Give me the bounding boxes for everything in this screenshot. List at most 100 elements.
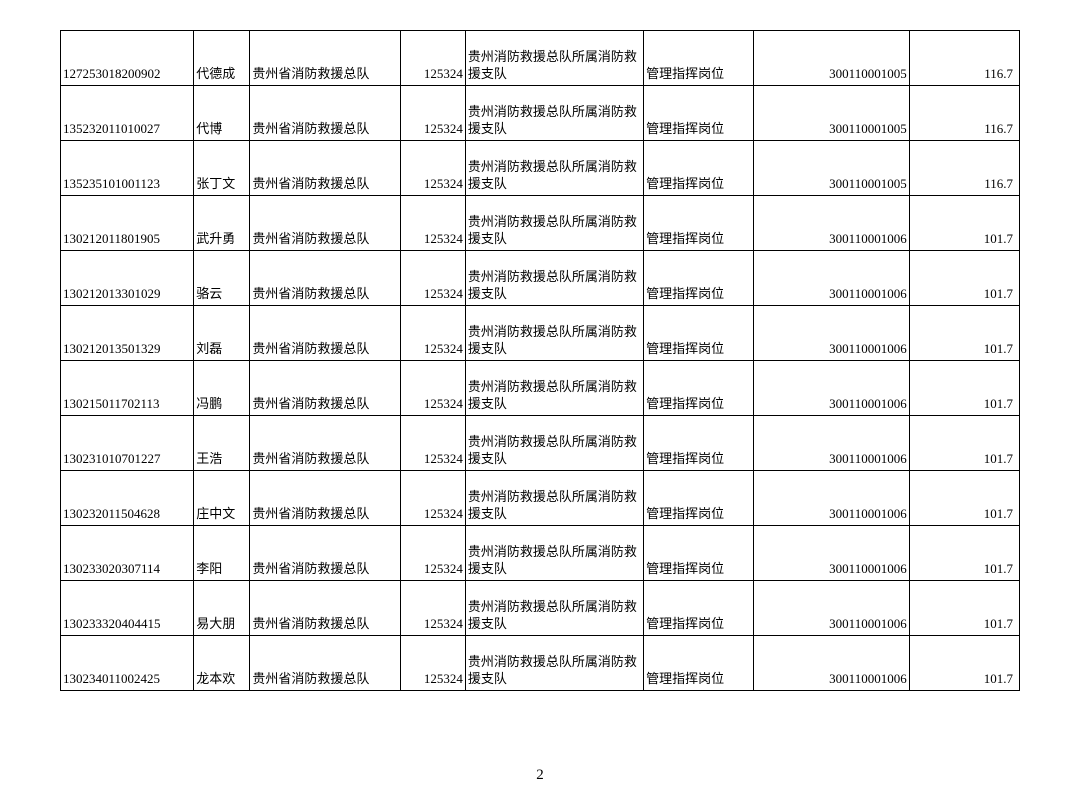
- cell-dept: 贵州省消防救援总队: [250, 581, 400, 636]
- cell-id: 130232011504628: [61, 471, 194, 526]
- cell-id: 130231010701227: [61, 416, 194, 471]
- cell-code: 125324: [400, 251, 465, 306]
- cell-score: 101.7: [909, 361, 1019, 416]
- cell-position: 管理指挥岗位: [644, 471, 754, 526]
- cell-code: 125324: [400, 196, 465, 251]
- cell-unit: 贵州消防救援总队所属消防救援支队: [465, 581, 643, 636]
- cell-name: 王浩: [194, 416, 250, 471]
- cell-id: 130233320404415: [61, 581, 194, 636]
- cell-unit: 贵州消防救援总队所属消防救援支队: [465, 526, 643, 581]
- cell-unit: 贵州消防救援总队所属消防救援支队: [465, 361, 643, 416]
- table-row: 135235101001123 张丁文 贵州省消防救援总队 125324 贵州消…: [61, 141, 1020, 196]
- cell-position: 管理指挥岗位: [644, 141, 754, 196]
- table-row: 127253018200902 代德成 贵州省消防救援总队 125324 贵州消…: [61, 31, 1020, 86]
- cell-position: 管理指挥岗位: [644, 306, 754, 361]
- cell-position: 管理指挥岗位: [644, 86, 754, 141]
- cell-id: 130234011002425: [61, 636, 194, 691]
- cell-id: 135235101001123: [61, 141, 194, 196]
- cell-score: 101.7: [909, 251, 1019, 306]
- cell-code: 125324: [400, 306, 465, 361]
- cell-unit: 贵州消防救援总队所属消防救援支队: [465, 31, 643, 86]
- cell-unit: 贵州消防救援总队所属消防救援支队: [465, 416, 643, 471]
- cell-dept: 贵州省消防救援总队: [250, 306, 400, 361]
- cell-code: 125324: [400, 636, 465, 691]
- cell-code: 125324: [400, 471, 465, 526]
- cell-score: 116.7: [909, 86, 1019, 141]
- cell-code: 125324: [400, 526, 465, 581]
- cell-score: 101.7: [909, 196, 1019, 251]
- cell-name: 骆云: [194, 251, 250, 306]
- cell-poscode: 300110001006: [754, 306, 909, 361]
- cell-id: 130233020307114: [61, 526, 194, 581]
- table-body: 127253018200902 代德成 贵州省消防救援总队 125324 贵州消…: [61, 31, 1020, 691]
- cell-code: 125324: [400, 416, 465, 471]
- cell-name: 刘磊: [194, 306, 250, 361]
- cell-id: 130215011702113: [61, 361, 194, 416]
- data-table: 127253018200902 代德成 贵州省消防救援总队 125324 贵州消…: [60, 30, 1020, 691]
- table-row: 130212013301029 骆云 贵州省消防救援总队 125324 贵州消防…: [61, 251, 1020, 306]
- cell-code: 125324: [400, 581, 465, 636]
- table-row: 135232011010027 代博 贵州省消防救援总队 125324 贵州消防…: [61, 86, 1020, 141]
- cell-unit: 贵州消防救援总队所属消防救援支队: [465, 636, 643, 691]
- table-row: 130233020307114 李阳 贵州省消防救援总队 125324 贵州消防…: [61, 526, 1020, 581]
- cell-name: 武升勇: [194, 196, 250, 251]
- cell-dept: 贵州省消防救援总队: [250, 86, 400, 141]
- cell-poscode: 300110001006: [754, 196, 909, 251]
- cell-dept: 贵州省消防救援总队: [250, 196, 400, 251]
- cell-poscode: 300110001006: [754, 581, 909, 636]
- table-row: 130212011801905 武升勇 贵州省消防救援总队 125324 贵州消…: [61, 196, 1020, 251]
- cell-position: 管理指挥岗位: [644, 251, 754, 306]
- cell-name: 易大朋: [194, 581, 250, 636]
- cell-position: 管理指挥岗位: [644, 526, 754, 581]
- cell-id: 130212013301029: [61, 251, 194, 306]
- cell-score: 101.7: [909, 306, 1019, 361]
- cell-name: 代德成: [194, 31, 250, 86]
- cell-score: 101.7: [909, 471, 1019, 526]
- cell-poscode: 300110001005: [754, 31, 909, 86]
- cell-dept: 贵州省消防救援总队: [250, 31, 400, 86]
- cell-dept: 贵州省消防救援总队: [250, 251, 400, 306]
- cell-poscode: 300110001006: [754, 416, 909, 471]
- cell-id: 127253018200902: [61, 31, 194, 86]
- cell-poscode: 300110001006: [754, 526, 909, 581]
- table-row: 130232011504628 庄中文 贵州省消防救援总队 125324 贵州消…: [61, 471, 1020, 526]
- cell-score: 116.7: [909, 141, 1019, 196]
- cell-score: 101.7: [909, 416, 1019, 471]
- cell-poscode: 300110001006: [754, 636, 909, 691]
- cell-code: 125324: [400, 31, 465, 86]
- cell-position: 管理指挥岗位: [644, 636, 754, 691]
- cell-poscode: 300110001006: [754, 471, 909, 526]
- cell-score: 101.7: [909, 581, 1019, 636]
- cell-unit: 贵州消防救援总队所属消防救援支队: [465, 196, 643, 251]
- cell-id: 135232011010027: [61, 86, 194, 141]
- cell-position: 管理指挥岗位: [644, 31, 754, 86]
- cell-score: 116.7: [909, 31, 1019, 86]
- cell-dept: 贵州省消防救援总队: [250, 636, 400, 691]
- cell-score: 101.7: [909, 636, 1019, 691]
- cell-position: 管理指挥岗位: [644, 416, 754, 471]
- cell-code: 125324: [400, 361, 465, 416]
- cell-dept: 贵州省消防救援总队: [250, 416, 400, 471]
- cell-name: 代博: [194, 86, 250, 141]
- cell-unit: 贵州消防救援总队所属消防救援支队: [465, 141, 643, 196]
- cell-position: 管理指挥岗位: [644, 361, 754, 416]
- cell-poscode: 300110001006: [754, 251, 909, 306]
- cell-name: 龙本欢: [194, 636, 250, 691]
- cell-code: 125324: [400, 141, 465, 196]
- cell-unit: 贵州消防救援总队所属消防救援支队: [465, 86, 643, 141]
- cell-code: 125324: [400, 86, 465, 141]
- cell-name: 庄中文: [194, 471, 250, 526]
- cell-unit: 贵州消防救援总队所属消防救援支队: [465, 471, 643, 526]
- cell-poscode: 300110001005: [754, 86, 909, 141]
- cell-id: 130212011801905: [61, 196, 194, 251]
- table-row: 130215011702113 冯鹏 贵州省消防救援总队 125324 贵州消防…: [61, 361, 1020, 416]
- table-row: 130233320404415 易大朋 贵州省消防救援总队 125324 贵州消…: [61, 581, 1020, 636]
- cell-poscode: 300110001006: [754, 361, 909, 416]
- cell-unit: 贵州消防救援总队所属消防救援支队: [465, 251, 643, 306]
- table-row: 130231010701227 王浩 贵州省消防救援总队 125324 贵州消防…: [61, 416, 1020, 471]
- cell-position: 管理指挥岗位: [644, 581, 754, 636]
- cell-unit: 贵州消防救援总队所属消防救援支队: [465, 306, 643, 361]
- cell-name: 李阳: [194, 526, 250, 581]
- cell-id: 130212013501329: [61, 306, 194, 361]
- cell-name: 冯鹏: [194, 361, 250, 416]
